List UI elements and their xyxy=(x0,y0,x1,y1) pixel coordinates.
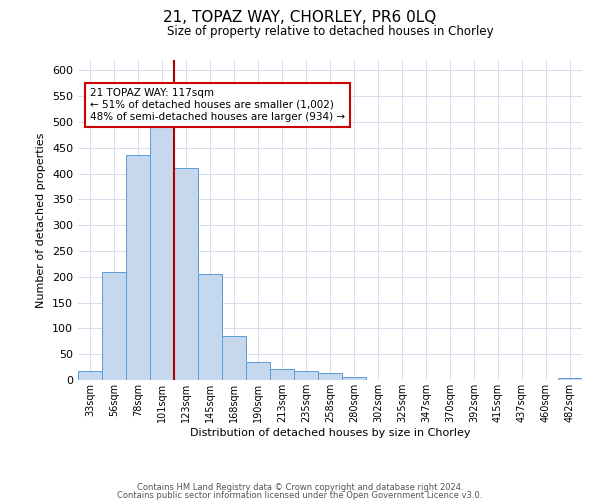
Bar xyxy=(294,370,318,380)
Text: Contains public sector information licensed under the Open Government Licence v3: Contains public sector information licen… xyxy=(118,490,482,500)
Bar xyxy=(558,378,582,380)
Bar xyxy=(318,374,342,380)
Bar xyxy=(126,156,150,380)
Bar xyxy=(246,362,270,380)
Bar xyxy=(150,122,174,380)
Y-axis label: Number of detached properties: Number of detached properties xyxy=(37,132,46,308)
X-axis label: Distribution of detached houses by size in Chorley: Distribution of detached houses by size … xyxy=(190,428,470,438)
Bar xyxy=(102,272,126,380)
Bar xyxy=(342,378,366,380)
Bar xyxy=(174,168,198,380)
Title: Size of property relative to detached houses in Chorley: Size of property relative to detached ho… xyxy=(167,25,493,38)
Text: 21 TOPAZ WAY: 117sqm
← 51% of detached houses are smaller (1,002)
48% of semi-de: 21 TOPAZ WAY: 117sqm ← 51% of detached h… xyxy=(90,88,345,122)
Bar xyxy=(270,368,294,380)
Bar xyxy=(222,336,246,380)
Bar xyxy=(198,274,222,380)
Text: Contains HM Land Registry data © Crown copyright and database right 2024.: Contains HM Land Registry data © Crown c… xyxy=(137,484,463,492)
Bar xyxy=(78,370,102,380)
Text: 21, TOPAZ WAY, CHORLEY, PR6 0LQ: 21, TOPAZ WAY, CHORLEY, PR6 0LQ xyxy=(163,10,437,25)
